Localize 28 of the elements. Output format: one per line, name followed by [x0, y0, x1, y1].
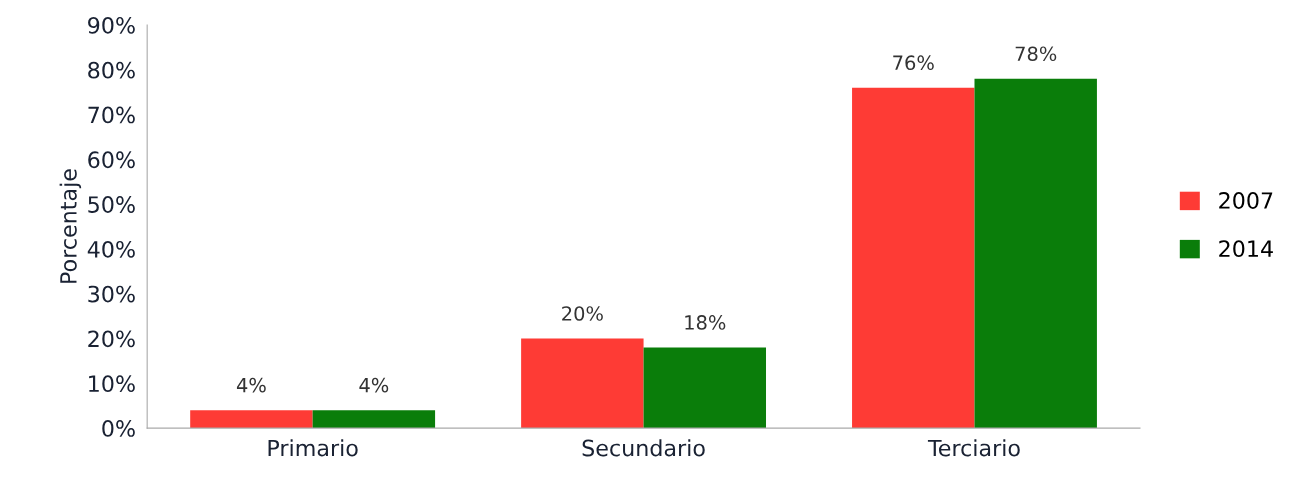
bar [643, 347, 767, 429]
bar [190, 410, 313, 429]
data-label: 18% [685, 315, 726, 330]
data-label: 78% [1015, 46, 1057, 62]
x-tick-label: Primario [268, 439, 358, 457]
y-tick-label: 20% [88, 330, 135, 348]
x-tick-label: Secundario [582, 439, 705, 457]
y-tick-label: 10% [89, 375, 135, 393]
data-label: 76% [893, 55, 934, 71]
bar [521, 338, 644, 429]
y-tick-label: 90% [88, 16, 135, 34]
y-axis-title: Porcentaje [59, 169, 82, 283]
y-tick-label: 30% [88, 285, 135, 303]
y-tick-label: 50% [88, 196, 135, 213]
bar [852, 87, 975, 429]
y-tick-label: 70% [88, 106, 135, 124]
bar [974, 78, 1097, 429]
y-tick-label: 60% [88, 151, 135, 169]
legend-label: 2007 [1219, 192, 1273, 209]
data-label: 4% [236, 377, 266, 393]
y-tick-label: 40% [87, 240, 135, 258]
y-tick-label: 0% [102, 420, 135, 437]
data-label: 4% [359, 377, 389, 393]
data-label: 20% [562, 306, 603, 321]
legend-label: 2014 [1219, 240, 1273, 258]
x-tick-label: Terciario [927, 439, 1020, 457]
bar [312, 410, 436, 429]
y-tick-label: 80% [88, 61, 135, 79]
